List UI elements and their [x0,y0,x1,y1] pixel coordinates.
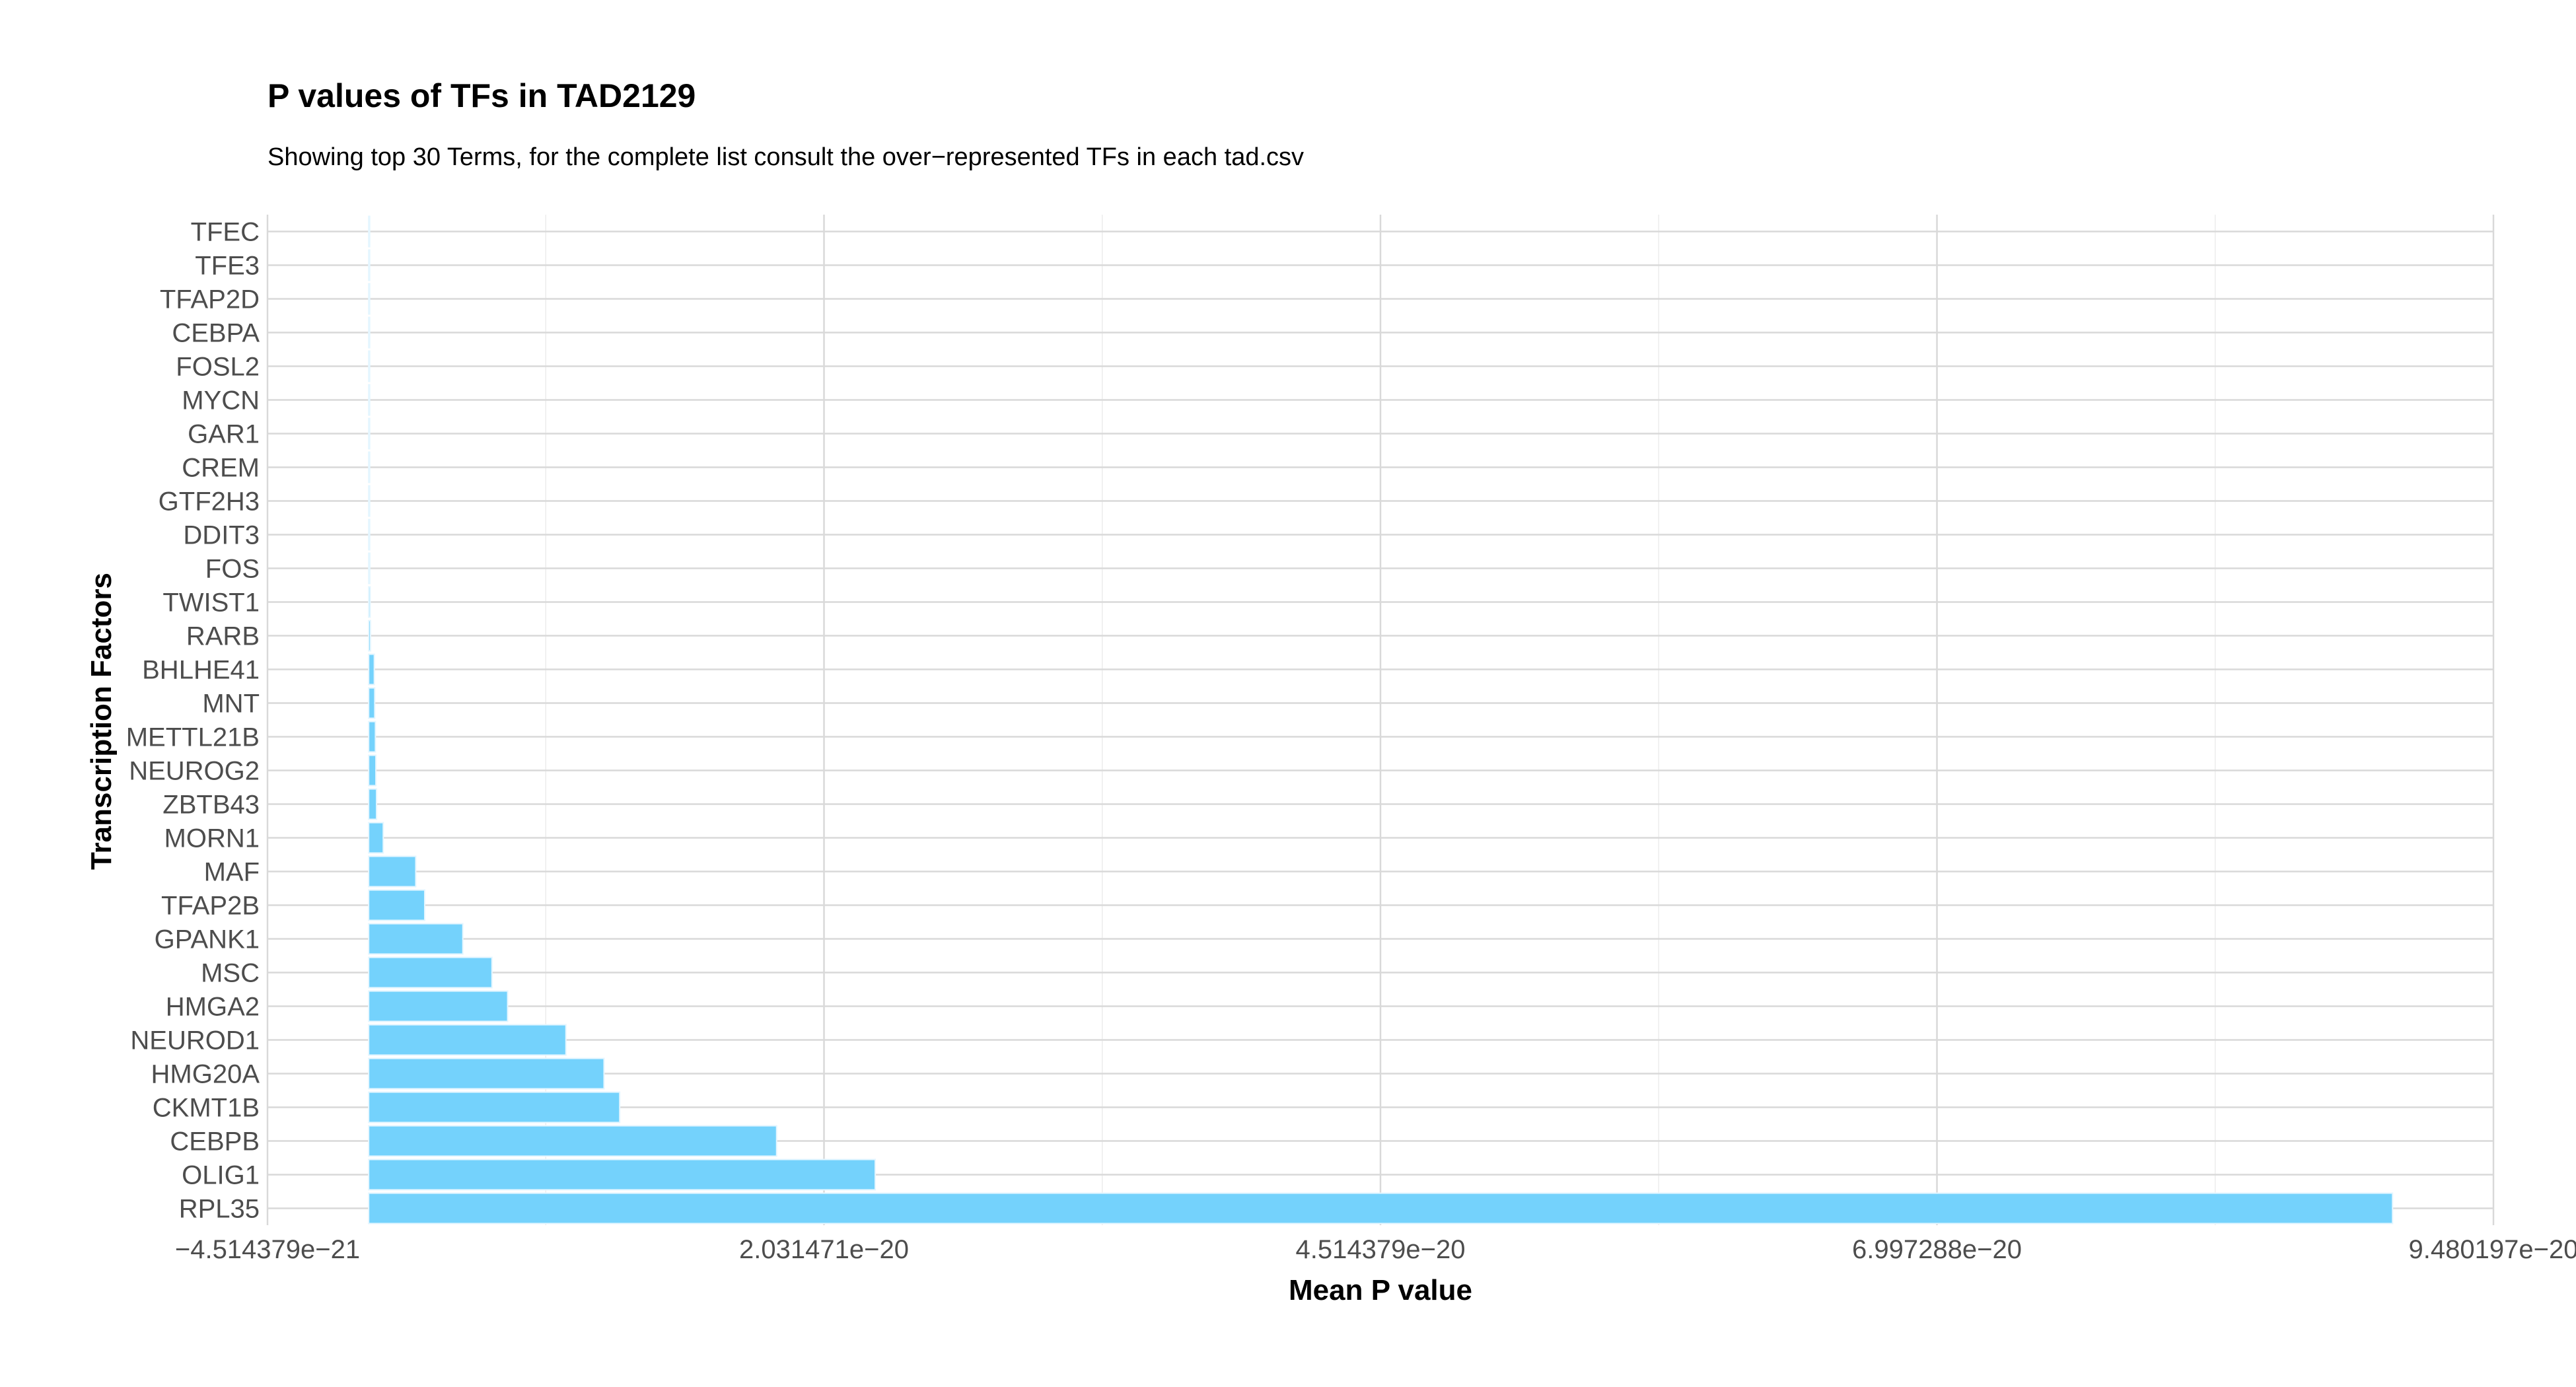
y-tick-label: CEBPB [170,1127,260,1156]
bar-gar1 [368,417,371,450]
y-tick-label: NEUROD1 [130,1026,260,1055]
bar-tfe3 [368,249,371,281]
bar-hmg20a [368,1057,605,1090]
y-tick-label: CEBPA [172,319,260,348]
bar-crem [368,451,371,483]
bar-bhlhe41 [368,653,375,686]
y-tick-label: TWIST1 [162,588,260,618]
y-tick-label: RARB [186,622,260,651]
y-tick-label: TFAP2D [160,285,260,314]
bar-mettl21b [368,721,376,753]
y-tick-label: TFE3 [195,252,260,281]
y-tick-label: MYCN [182,386,260,415]
bar-maf [368,855,417,888]
bar-hmga2 [368,990,509,1022]
y-tick-label: CREM [182,454,260,483]
x-tick-label: 9.480197e−20 [2409,1235,2576,1264]
bar-mycn [368,384,371,416]
x-tick-labels: −4.514379e−21 2.031471e−20 4.514379e−20 6.9… [175,1235,2576,1264]
x-axis-title: Mean P value [1289,1274,1472,1306]
y-tick-label: GAR1 [188,420,260,449]
bar-gpank1 [368,923,464,955]
plot-area: TFEC TFE3 TFAP2D CEBPA FOSL2 MYCN GAR1 CREM GTF2… [126,215,2576,1264]
chart-title: P values of TFs in TAD2129 [268,77,696,114]
y-tick-label: MNT [202,690,260,719]
x-tick-label: 2.031471e−20 [739,1235,909,1264]
y-tick-label: DDIT3 [183,521,260,550]
y-tick-label: CKMT1B [153,1094,260,1123]
bar-gtf2h3 [368,485,371,517]
bar-msc [368,956,493,989]
bar-ddit3 [368,518,371,551]
y-tick-label: NEUROG2 [129,757,260,786]
x-tick-label: 4.514379e−20 [1296,1235,1466,1264]
bar-twist1 [368,586,371,618]
y-tick-label: METTL21B [126,723,260,752]
y-tick-label: ZBTB43 [162,791,260,820]
y-tick-label: FOSL2 [176,353,260,382]
y-tick-label: MAF [204,858,260,887]
bar-neurog2 [368,754,377,787]
y-tick-label: GTF2H3 [159,487,260,516]
bar-cebpb [368,1125,777,1157]
bar-neurod1 [368,1024,567,1056]
y-tick-label: RPL35 [179,1195,260,1224]
bar-fosl2 [368,350,371,382]
y-tick-label: TFEC [191,218,260,247]
bar-tfec [368,215,371,248]
y-tick-label: HMG20A [151,1060,260,1089]
bars [368,215,2394,1225]
y-tick-label: MSC [201,959,260,988]
bar-rarb [368,620,371,652]
y-tick-label: OLIG1 [182,1161,260,1190]
y-axis-title: Transcription Factors [85,573,118,870]
y-tick-label: BHLHE41 [142,656,260,685]
bar-ckmt1b [368,1091,621,1123]
bar-tfap2b [368,889,426,921]
bar-morn1 [368,822,384,854]
bar-tfap2d [368,283,371,315]
bar-zbtb43 [368,788,378,820]
y-tick-label: FOS [205,555,260,584]
chart-subtitle: Showing top 30 Terms, for the complete l… [268,143,1304,171]
y-tick-label: TFAP2B [161,892,260,921]
x-tick-label: 6.997288e−20 [1852,1235,2022,1264]
bar-rpl35 [368,1192,2394,1225]
bar-fos [368,552,371,585]
x-tick-label: −4.514379e−21 [175,1235,360,1264]
bar-cebpa [368,316,371,349]
y-tick-labels: TFEC TFE3 TFAP2D CEBPA FOSL2 MYCN GAR1 CREM GTF2… [126,218,260,1224]
y-tick-label: HMGA2 [166,993,260,1022]
bar-olig1 [368,1158,877,1191]
y-tick-label: MORN1 [164,824,260,853]
y-tick-label: GPANK1 [155,925,260,954]
bar-mnt [368,687,376,719]
